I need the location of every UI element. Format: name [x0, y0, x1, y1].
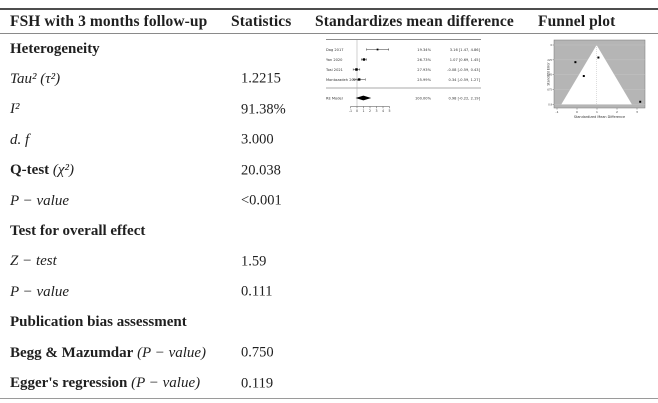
svg-text:27.93%: 27.93% — [417, 68, 431, 72]
row-value: 1.2215 — [241, 70, 281, 87]
table-row: Begg & Mazumdar (P − value) 0.750 — [0, 338, 658, 368]
row-label: Test for overall effect — [10, 223, 146, 240]
row-label: Publication bias assessment — [10, 314, 187, 331]
row-label: P − value — [10, 283, 69, 300]
table-row: Q-test (χ²) 20.038 — [0, 156, 658, 186]
svg-text:0.225: 0.225 — [547, 59, 552, 62]
row-label: Z − test — [10, 253, 57, 270]
svg-text:3: 3 — [636, 110, 638, 114]
row-label: Begg & Mazumdar (P − value) — [10, 344, 207, 361]
svg-text:25.99%: 25.99% — [417, 78, 431, 82]
svg-text:2: 2 — [369, 109, 371, 113]
row-value: 0.750 — [241, 344, 274, 361]
svg-text:0.98 [-0.22, 2.19]: 0.98 [-0.22, 2.19] — [448, 96, 480, 100]
table-row: Publication bias assessment — [0, 308, 658, 338]
svg-text:0.675: 0.675 — [547, 88, 552, 91]
svg-text:5: 5 — [388, 109, 390, 113]
row-value: 3.000 — [241, 131, 274, 148]
svg-text:1: 1 — [596, 110, 598, 114]
svg-text:1.07 [0.69, 1.45]: 1.07 [0.69, 1.45] — [450, 58, 481, 62]
table-row: Tau² (τ²) 1.2215 — [0, 64, 658, 94]
svg-text:4: 4 — [382, 109, 384, 113]
table-row: d. f 3.000 — [0, 125, 658, 155]
svg-text:0: 0 — [550, 44, 552, 47]
header-fsh-follow-up: FSH with 3 months follow-up — [10, 12, 208, 30]
row-label: I² — [10, 101, 20, 118]
svg-text:-0.08 [-0.59, 0.43]: -0.08 [-0.59, 0.43] — [447, 68, 480, 72]
row-label: Heterogeneity — [10, 40, 100, 57]
svg-text:RE Model: RE Model — [326, 96, 343, 100]
table-row: Z − test 1.59 — [0, 247, 658, 277]
svg-text:0.9: 0.9 — [548, 103, 552, 106]
svg-text:Yan 2020: Yan 2020 — [326, 58, 343, 62]
table-header-row: FSH with 3 months follow-up Statistics S… — [0, 8, 658, 34]
row-value: 1.59 — [241, 253, 267, 270]
row-label: Egger's regression (P − value) — [10, 375, 201, 392]
row-value: <0.001 — [241, 192, 282, 209]
svg-text:0: 0 — [356, 109, 358, 113]
svg-text:Standard Error: Standard Error — [547, 62, 551, 86]
svg-text:2: 2 — [616, 110, 618, 114]
forest-plot: -1 0 1 2 3 4 5 Dag 2017 19.34% 3.16 [1.47, 4.86] Y… — [325, 39, 481, 113]
table-row: Egger's regression (P − value) 0.119 — [0, 369, 658, 399]
row-value: 91.38% — [241, 101, 286, 118]
table-row: P − value 0.111 — [0, 277, 658, 307]
header-funnel-plot: Funnel plot — [538, 12, 616, 30]
table-row: Test for overall effect — [0, 217, 658, 247]
svg-text:100.00%: 100.00% — [415, 96, 432, 100]
table-row: P − value <0.001 — [0, 186, 658, 216]
svg-text:-1: -1 — [349, 109, 352, 113]
table-row: Heterogeneity — [0, 34, 658, 64]
header-smd: Standardizes mean difference — [315, 12, 514, 30]
svg-text:1: 1 — [362, 109, 364, 113]
svg-text:0: 0 — [576, 110, 578, 114]
svg-text:Tosi 2021: Tosi 2021 — [325, 68, 343, 72]
row-label: Tau² (τ²) — [10, 70, 61, 87]
svg-text:-1: -1 — [556, 110, 559, 114]
row-value: 20.038 — [241, 162, 281, 179]
row-label: P − value — [10, 192, 69, 209]
svg-text:Montazadeh 2021: Montazadeh 2021 — [326, 78, 358, 82]
svg-text:3.16 [1.47, 4.86]: 3.16 [1.47, 4.86] — [450, 48, 481, 52]
svg-text:3: 3 — [375, 109, 377, 113]
table-row: I² 91.38% — [0, 95, 658, 125]
svg-text:Dag 2017: Dag 2017 — [326, 48, 344, 52]
row-value: 0.119 — [241, 375, 274, 392]
svg-text:Standardized Mean Difference: Standardized Mean Difference — [574, 115, 625, 119]
svg-text:19.34%: 19.34% — [417, 48, 431, 52]
svg-text:0.45: 0.45 — [547, 74, 552, 77]
table-body: -1 0 1 2 3 4 5 Dag 2017 19.34% 3.16 [1.47, 4.86] Y… — [0, 34, 658, 399]
header-statistics: Statistics — [231, 12, 292, 30]
row-label: Q-test (χ²) — [10, 162, 74, 179]
svg-text:0.34 [-0.59, 1.27]: 0.34 [-0.59, 1.27] — [448, 78, 480, 82]
row-value: 0.111 — [241, 283, 273, 300]
row-label: d. f — [10, 131, 30, 148]
funnel-plot: -1 0 1 2 3 0 0.225 0.45 0.675 0.9 Standardized Mea… — [547, 39, 646, 119]
svg-text:26.73%: 26.73% — [417, 58, 431, 62]
